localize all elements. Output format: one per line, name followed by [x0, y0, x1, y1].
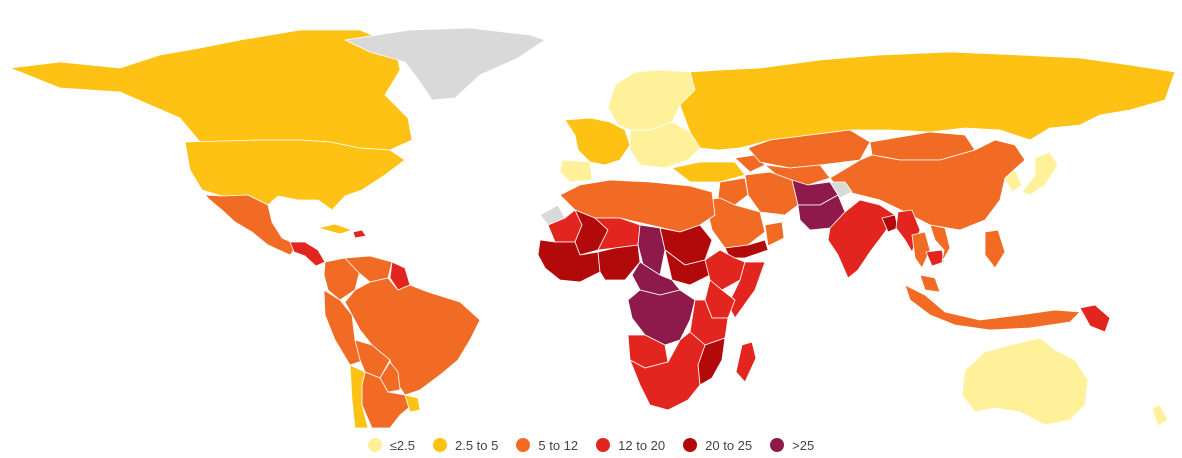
legend-label: 2.5 to 5 [455, 437, 499, 453]
region-japan[interactable] [1021, 151, 1059, 196]
region-malaysia[interactable] [919, 274, 941, 293]
region-haiti[interactable] [352, 229, 367, 239]
region-turkey[interactable] [671, 161, 746, 183]
region-central-america[interactable] [289, 241, 326, 267]
legend-item-1[interactable]: ≤2.5 [367, 437, 415, 453]
region-thailand[interactable] [911, 231, 931, 269]
region-chile[interactable] [349, 364, 369, 429]
region-russia[interactable] [679, 51, 1176, 151]
region-western-europe[interactable] [564, 117, 631, 166]
region-philippines[interactable] [984, 229, 1006, 269]
world-map [9, 27, 1176, 429]
region-central-europe[interactable] [629, 121, 701, 169]
legend-label: ≤2.5 [389, 437, 415, 453]
region-brazil[interactable] [344, 277, 481, 396]
region-iran[interactable] [744, 171, 799, 216]
region-madagascar[interactable] [735, 341, 757, 383]
legend-swatch [367, 438, 382, 452]
region-iberia[interactable] [559, 159, 593, 183]
region-saudi-arabia[interactable] [704, 197, 766, 249]
legend-label: >25 [792, 437, 815, 453]
region-cuba[interactable] [317, 223, 353, 235]
region-iraq[interactable] [717, 177, 749, 206]
legend-label: 12 to 20 [618, 437, 666, 453]
region-somalia[interactable] [727, 261, 766, 319]
region-nigeria[interactable] [597, 244, 641, 281]
region-greenland[interactable] [344, 27, 546, 101]
region-canada[interactable] [9, 29, 413, 151]
legend-swatch [433, 438, 447, 452]
legend-item-2[interactable]: 2.5 to 5 [433, 438, 498, 453]
region-korea[interactable] [1004, 169, 1023, 193]
map-legend: ≤2.5 2.5 to 5 5 to 12 12 to 20 20 to 25 … [0, 434, 1182, 456]
legend-swatch [770, 438, 785, 452]
legend-swatch [516, 438, 531, 452]
legend-item-4[interactable]: 12 to 20 [596, 438, 665, 453]
region-uruguay[interactable] [404, 394, 421, 413]
region-china[interactable] [829, 139, 1026, 231]
region-papua-new-guinea[interactable] [1079, 304, 1111, 333]
legend-item-3[interactable]: 5 to 12 [516, 438, 578, 453]
region-nordic[interactable] [607, 69, 696, 131]
region-kazakhstan[interactable] [747, 129, 871, 169]
region-australia[interactable] [961, 337, 1089, 426]
region-india[interactable] [827, 199, 896, 279]
legend-label: 5 to 12 [538, 437, 579, 453]
legend-item-5[interactable]: 20 to 25 [683, 438, 752, 453]
region-mexico[interactable] [204, 194, 299, 256]
legend-item-6[interactable]: >25 [770, 438, 814, 453]
region-southern-africa[interactable] [629, 331, 706, 411]
region-new-zealand[interactable] [1151, 404, 1169, 427]
legend-swatch [683, 438, 698, 452]
region-kashmir[interactable] [829, 181, 853, 199]
region-vietnam[interactable] [929, 224, 951, 263]
region-oman[interactable] [764, 221, 785, 247]
region-cambodia[interactable] [925, 249, 945, 267]
legend-swatch [596, 438, 611, 452]
region-indonesia[interactable] [904, 284, 1081, 331]
legend-label: 20 to 25 [705, 437, 753, 453]
